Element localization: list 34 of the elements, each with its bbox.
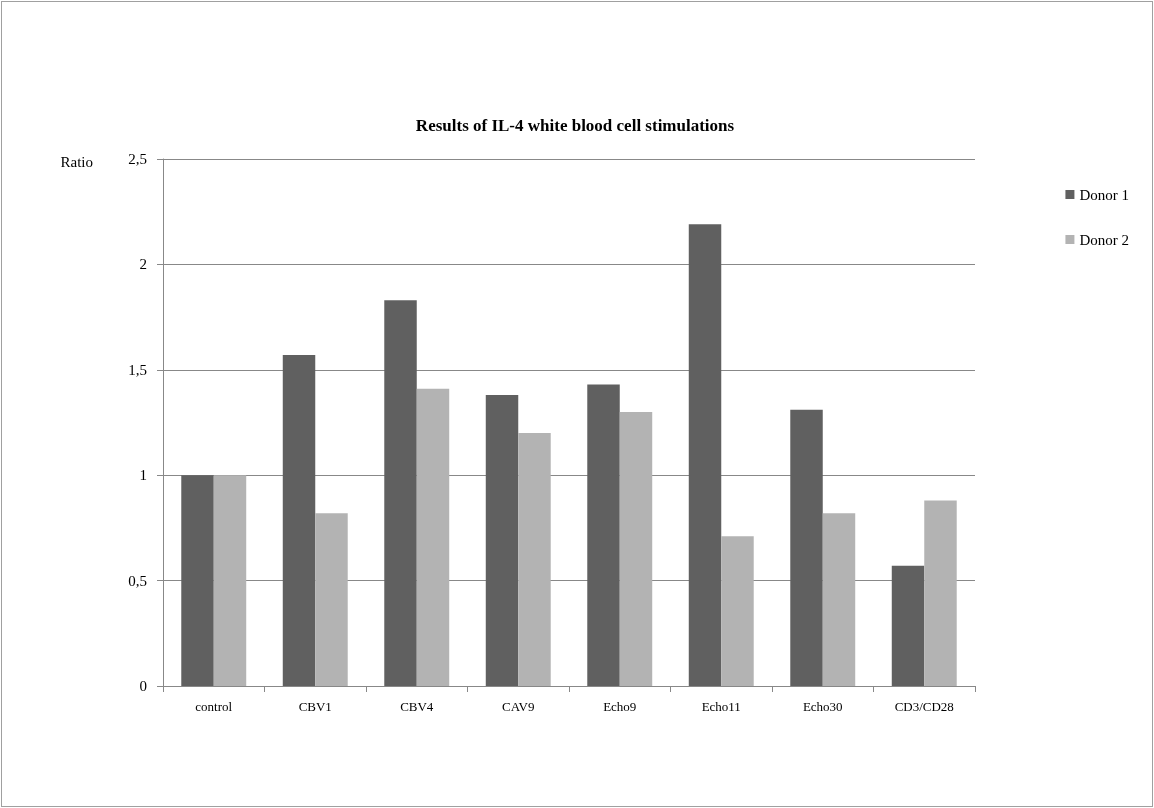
bar: [315, 513, 348, 686]
bar: [891, 565, 925, 686]
y-tick-label: 0: [139, 678, 147, 694]
legend-label: Donor 2: [1079, 231, 1129, 248]
bar: [416, 388, 450, 686]
bar: [282, 355, 316, 686]
bar: [518, 433, 551, 686]
bar: [822, 513, 856, 686]
y-tick-label: 0,5: [128, 572, 147, 589]
y-axis-title: Ratio: [60, 153, 93, 170]
bar: [619, 411, 653, 686]
bar: [485, 395, 519, 686]
bar: [721, 536, 754, 686]
x-tick-label: control: [195, 699, 233, 714]
bar: [587, 384, 620, 686]
bar: [213, 475, 247, 686]
y-tick-label: 1,5: [128, 361, 147, 378]
y-tick-label: 1: [139, 467, 147, 484]
y-tick-label: 2,5: [128, 151, 147, 167]
x-tick-label: CD3/CD28: [894, 699, 954, 714]
x-tick-label: Echo9: [603, 699, 637, 714]
chart-title: Results of IL-4 white blood cell stimulations: [415, 116, 735, 135]
x-tick-label: CAV9: [502, 699, 535, 714]
x-tick-label: Echo11: [701, 699, 741, 714]
x-tick-label: CBV1: [298, 699, 332, 714]
y-tick-label: 2: [139, 256, 147, 273]
bar: [790, 409, 823, 686]
x-tick-label: CBV4: [400, 699, 434, 714]
bar: [924, 500, 957, 686]
legend-label: Donor 1: [1079, 186, 1129, 203]
bar: [688, 224, 722, 686]
bar: [181, 475, 214, 686]
x-tick-label: Echo30: [802, 699, 843, 714]
bar: [384, 300, 417, 686]
